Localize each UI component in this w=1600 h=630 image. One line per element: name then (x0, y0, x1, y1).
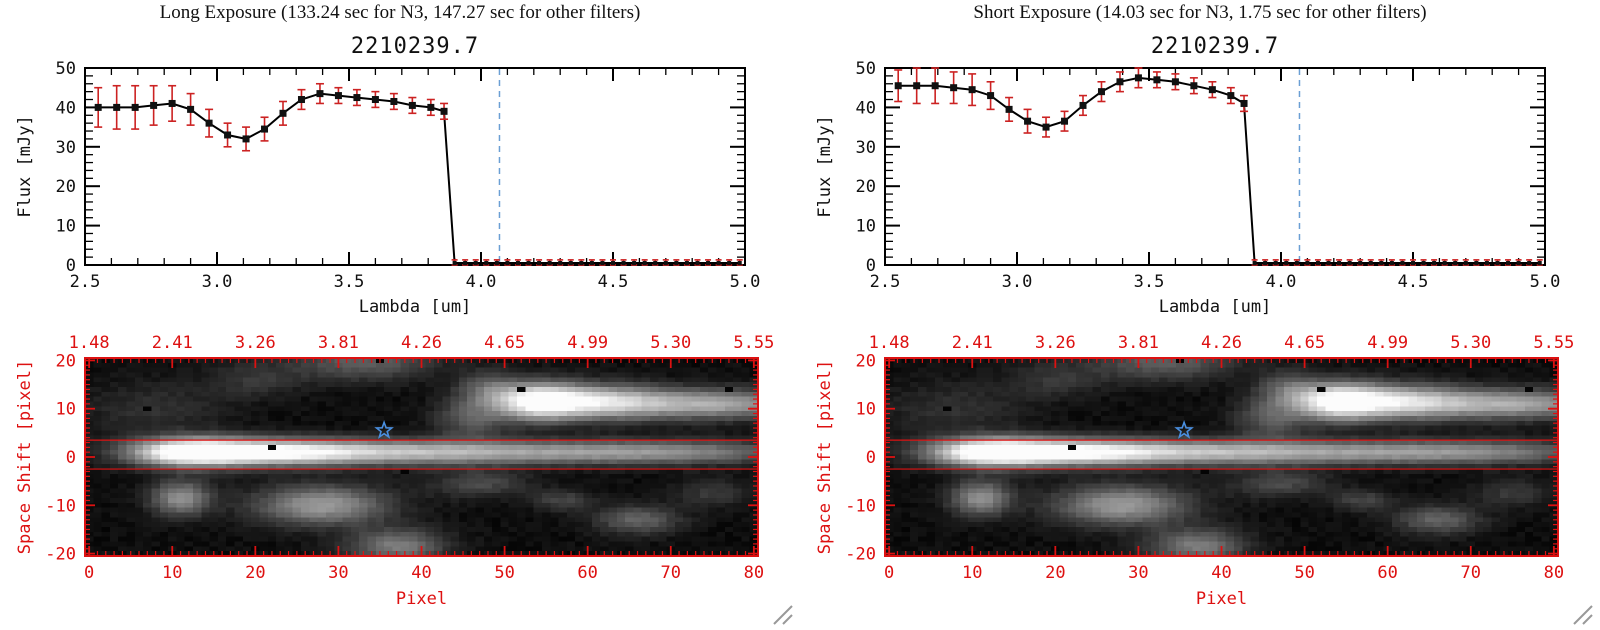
panel-title: Short Exposure (14.03 sec for N3, 1.75 s… (973, 2, 1427, 23)
svg-text:0: 0 (866, 448, 876, 468)
svg-text:80: 80 (1544, 563, 1564, 583)
svg-text:Lambda [um]: Lambda [um] (359, 297, 472, 317)
svg-text:3.5: 3.5 (334, 272, 365, 292)
spectral-image (885, 358, 1558, 556)
panel-title: Long Exposure (133.24 sec for N3, 147.27… (159, 2, 641, 23)
svg-text:5.0: 5.0 (730, 272, 761, 292)
svg-text:40: 40 (411, 563, 431, 583)
svg-text:20: 20 (56, 177, 76, 197)
svg-text:2.41: 2.41 (952, 333, 993, 353)
svg-text:4.99: 4.99 (567, 333, 608, 353)
svg-text:1.48: 1.48 (869, 333, 910, 353)
svg-text:0: 0 (884, 563, 894, 583)
svg-text:30: 30 (856, 138, 876, 158)
svg-text:5.30: 5.30 (650, 333, 691, 353)
svg-text:2.5: 2.5 (70, 272, 101, 292)
resize-grip-icon[interactable] (766, 598, 794, 626)
svg-text:4.5: 4.5 (1398, 272, 1429, 292)
svg-text:50: 50 (1294, 563, 1314, 583)
svg-text:20: 20 (1045, 563, 1065, 583)
svg-text:4.5: 4.5 (598, 272, 629, 292)
spectrum-series (894, 67, 1543, 266)
svg-text:4.0: 4.0 (466, 272, 497, 292)
svg-text:80: 80 (744, 563, 764, 583)
svg-text:0: 0 (866, 256, 876, 276)
svg-text:4.0: 4.0 (1266, 272, 1297, 292)
svg-text:Space Shift [pixel]: Space Shift [pixel] (15, 360, 35, 554)
svg-text:3.26: 3.26 (1035, 333, 1076, 353)
svg-text:-20: -20 (45, 545, 76, 565)
svg-text:3.81: 3.81 (318, 333, 359, 353)
svg-text:5.0: 5.0 (1530, 272, 1561, 292)
svg-text:20: 20 (56, 351, 76, 371)
svg-text:0: 0 (84, 563, 94, 583)
svg-text:70: 70 (661, 563, 681, 583)
svg-text:60: 60 (1377, 563, 1397, 583)
svg-text:5.55: 5.55 (1533, 333, 1574, 353)
svg-text:10: 10 (56, 217, 76, 237)
svg-text:4.99: 4.99 (1367, 333, 1408, 353)
svg-text:-10: -10 (45, 496, 76, 516)
svg-text:20: 20 (856, 177, 876, 197)
svg-text:Lambda [um]: Lambda [um] (1159, 297, 1272, 317)
resize-grip-icon[interactable] (1566, 598, 1594, 626)
svg-text:4.26: 4.26 (401, 333, 442, 353)
svg-text:0: 0 (66, 448, 76, 468)
svg-text:30: 30 (1128, 563, 1148, 583)
svg-text:4.26: 4.26 (1201, 333, 1242, 353)
panel-short-exposure: Short Exposure (14.03 sec for N3, 1.75 s… (800, 0, 1600, 630)
svg-text:50: 50 (56, 59, 76, 79)
svg-text:Pixel: Pixel (396, 589, 447, 609)
image-frame: 0 10 20 30 40 50 60 70 80 1.48 2.41 3.26 3.81 4.26 4.6… (15, 333, 774, 609)
target-star-icon (374, 420, 394, 439)
svg-text:10: 10 (162, 563, 182, 583)
svg-text:10: 10 (56, 400, 76, 420)
image-frame: 0 10 20 30 40 50 60 70 80 1.48 2.41 3.26 3.81 4.26 4.6… (815, 333, 1574, 609)
svg-text:10: 10 (856, 400, 876, 420)
spectrum-title: 2210239.7 (350, 34, 480, 59)
svg-text:40: 40 (56, 98, 76, 118)
svg-text:-10: -10 (845, 496, 876, 516)
svg-text:3.81: 3.81 (1118, 333, 1159, 353)
svg-text:5.55: 5.55 (733, 333, 774, 353)
spectrum-axes: 2.5 3.0 3.5 4.0 4.5 5.0 0 10 20 30 40 50 Lambda [um]… (815, 59, 1560, 317)
svg-text:3.5: 3.5 (1134, 272, 1165, 292)
svg-text:Space Shift [pixel]: Space Shift [pixel] (815, 360, 835, 554)
svg-text:Pixel: Pixel (1196, 589, 1247, 609)
spectrum-series (94, 82, 743, 266)
svg-text:0: 0 (66, 256, 76, 276)
plot-layer: 2.5 3.0 3.5 4.0 4.5 5.0 0 10 20 30 40 50 Lambda [um]… (815, 59, 1574, 609)
svg-text:3.0: 3.0 (1002, 272, 1033, 292)
svg-text:40: 40 (1211, 563, 1231, 583)
svg-text:-20: -20 (845, 545, 876, 565)
svg-text:10: 10 (856, 217, 876, 237)
svg-text:1.48: 1.48 (69, 333, 110, 353)
svg-text:10: 10 (962, 563, 982, 583)
svg-text:2.41: 2.41 (152, 333, 193, 353)
svg-text:20: 20 (245, 563, 265, 583)
svg-text:70: 70 (1461, 563, 1481, 583)
svg-text:Flux [mJy]: Flux [mJy] (815, 115, 835, 217)
panel-long-exposure: Long Exposure (133.24 sec for N3, 147.27… (15, 2, 794, 626)
svg-text:2.5: 2.5 (870, 272, 901, 292)
svg-text:3.26: 3.26 (235, 333, 276, 353)
svg-text:Flux [mJy]: Flux [mJy] (15, 115, 35, 217)
svg-text:3.0: 3.0 (202, 272, 233, 292)
svg-text:60: 60 (577, 563, 597, 583)
svg-text:40: 40 (856, 98, 876, 118)
spectral-image (85, 358, 758, 556)
plot-layer: 2.5 3.0 3.5 4.0 4.5 5.0 0 10 20 30 40 50 Lambda [um]… (15, 59, 774, 609)
svg-text:4.65: 4.65 (484, 333, 525, 353)
spectrum-title: 2210239.7 (1150, 34, 1280, 59)
svg-text:4.65: 4.65 (1284, 333, 1325, 353)
svg-text:5.30: 5.30 (1450, 333, 1491, 353)
svg-text:50: 50 (494, 563, 514, 583)
svg-text:20: 20 (856, 351, 876, 371)
spectrum-axes: 2.5 3.0 3.5 4.0 4.5 5.0 0 10 20 30 40 50 Lambda [um]… (15, 59, 760, 317)
svg-text:30: 30 (328, 563, 348, 583)
target-star-icon (1174, 420, 1194, 439)
svg-text:30: 30 (56, 138, 76, 158)
svg-text:50: 50 (856, 59, 876, 79)
